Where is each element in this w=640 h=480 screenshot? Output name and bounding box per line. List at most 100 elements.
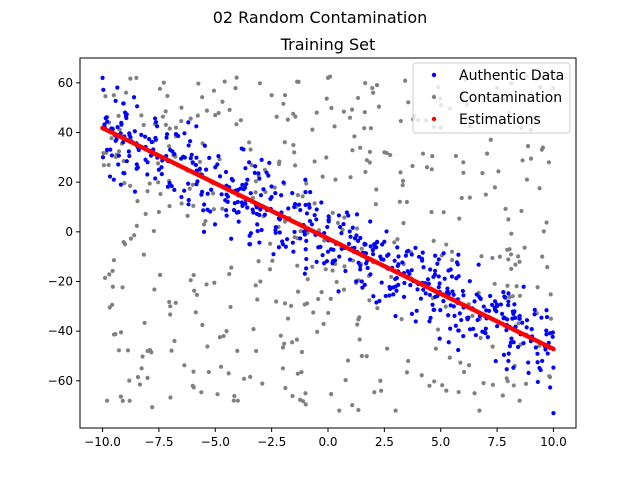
legend-estimations-label: Estimations xyxy=(459,112,541,128)
contamination-point xyxy=(492,281,497,286)
authentic-point xyxy=(425,277,431,282)
contamination-point xyxy=(303,402,308,407)
authentic-point xyxy=(277,230,282,235)
authentic-point xyxy=(362,282,367,287)
contamination-point xyxy=(267,267,273,272)
authentic-point xyxy=(546,340,551,345)
authentic-point xyxy=(124,159,129,164)
contamination-point xyxy=(168,312,173,317)
authentic-point xyxy=(215,162,220,167)
authentic-point xyxy=(116,153,121,158)
authentic-point xyxy=(437,336,442,341)
contamination-point xyxy=(355,322,360,327)
contamination-point xyxy=(120,398,125,403)
authentic-point xyxy=(358,263,363,268)
contamination-point xyxy=(123,90,129,95)
contamination-point xyxy=(128,236,134,241)
contamination-point xyxy=(522,245,527,250)
authentic-point xyxy=(283,244,288,249)
authentic-point xyxy=(506,351,511,356)
contamination-point xyxy=(496,169,501,174)
contamination-point xyxy=(312,201,317,206)
authentic-point xyxy=(540,358,545,364)
authentic-point xyxy=(143,157,148,162)
contamination-point xyxy=(347,115,353,120)
contamination-point xyxy=(210,191,216,196)
contamination-point xyxy=(484,151,490,156)
contamination-point xyxy=(199,390,204,395)
authentic-point xyxy=(484,308,489,313)
authentic-point xyxy=(281,180,286,185)
contamination-point xyxy=(227,107,232,112)
contamination-point xyxy=(299,349,305,355)
authentic-point xyxy=(131,95,137,100)
authentic-point xyxy=(368,244,373,249)
authentic-point xyxy=(135,104,140,109)
contamination-point xyxy=(519,208,524,214)
contamination-point xyxy=(449,258,455,263)
contamination-point xyxy=(345,358,351,363)
contamination-point xyxy=(357,337,362,342)
contamination-point xyxy=(156,180,161,185)
contamination-point xyxy=(385,346,390,351)
contamination-point xyxy=(517,293,522,298)
authentic-point xyxy=(291,249,296,254)
contamination-point xyxy=(134,75,139,80)
authentic-point xyxy=(326,214,331,219)
contamination-point xyxy=(467,195,472,200)
authentic-point xyxy=(267,160,272,165)
authentic-point xyxy=(548,385,553,390)
authentic-point xyxy=(303,202,308,208)
contamination-point xyxy=(540,254,545,259)
authentic-point xyxy=(156,167,162,172)
contamination-point xyxy=(335,220,341,225)
contamination-point xyxy=(203,219,208,224)
authentic-point xyxy=(446,340,451,345)
contamination-point xyxy=(395,237,400,242)
authentic-point xyxy=(498,302,504,307)
authentic-point xyxy=(386,252,391,257)
contamination-point xyxy=(311,310,316,315)
authentic-point xyxy=(356,260,361,265)
authentic-point xyxy=(535,360,540,365)
authentic-point xyxy=(164,132,170,137)
contamination-point xyxy=(272,185,277,190)
authentic-point xyxy=(245,205,250,210)
contamination-point xyxy=(111,258,117,263)
authentic-point xyxy=(384,229,389,234)
authentic-point xyxy=(257,176,262,181)
contamination-point xyxy=(545,265,550,270)
authentic-point xyxy=(284,237,290,242)
contamination-point xyxy=(354,226,360,231)
authentic-point xyxy=(526,360,531,365)
contamination-point xyxy=(546,160,552,165)
contamination-point xyxy=(110,284,115,289)
contamination-point xyxy=(505,379,510,384)
contamination-point xyxy=(305,277,310,282)
contamination-point xyxy=(295,193,301,198)
authentic-point xyxy=(186,143,191,148)
contamination-point xyxy=(332,124,337,129)
contamination-point xyxy=(509,231,514,236)
contamination-point xyxy=(290,393,295,399)
contamination-point xyxy=(212,280,217,285)
legend-estimations-marker xyxy=(431,116,437,122)
authentic-point xyxy=(515,344,521,350)
authentic-point xyxy=(548,331,553,336)
authentic-point xyxy=(195,179,200,184)
contamination-point xyxy=(478,335,483,341)
contamination-point xyxy=(456,389,461,395)
authentic-point xyxy=(223,169,229,175)
contamination-point xyxy=(514,284,519,289)
authentic-point xyxy=(394,275,399,281)
authentic-point xyxy=(266,173,271,178)
x-tick-label: 0.0 xyxy=(318,435,337,449)
contamination-point xyxy=(506,257,511,262)
authentic-point xyxy=(409,311,415,316)
contamination-point xyxy=(457,216,462,221)
authentic-point xyxy=(110,126,115,131)
contamination-point xyxy=(246,140,252,145)
contamination-point xyxy=(187,186,192,191)
authentic-point xyxy=(326,218,331,223)
authentic-point xyxy=(446,313,451,318)
